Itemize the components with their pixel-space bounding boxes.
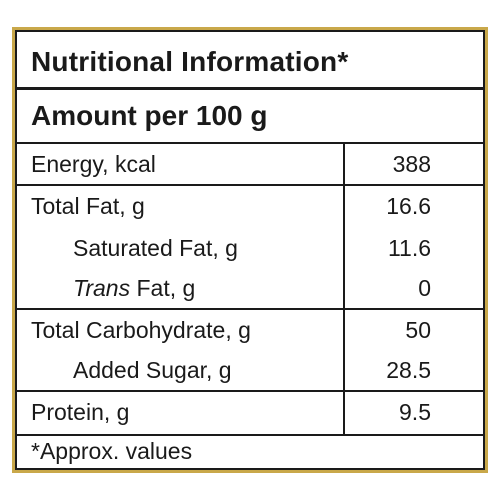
row-value: 11.6	[387, 235, 431, 261]
row-value: 50	[405, 317, 431, 343]
row-value: 388	[392, 151, 431, 177]
column-divider	[343, 144, 345, 434]
amount-per-row: Amount per 100 g	[17, 90, 483, 144]
row-label: Total Fat, g	[31, 193, 145, 219]
amount-per-label: Amount per 100 g	[31, 100, 268, 131]
table-row-protein: Protein, g 9.5	[17, 392, 483, 434]
table-row-trans-fat: Trans Fat, g 0	[17, 268, 483, 310]
trans-label-rest: Fat, g	[130, 275, 196, 301]
table-row-energy: Energy, kcal 388	[17, 144, 483, 186]
row-value: 0	[418, 275, 431, 301]
table-row-total-carbohydrate: Total Carbohydrate, g 50	[17, 310, 483, 352]
row-label: Trans Fat, g	[73, 275, 195, 302]
table-row-saturated-fat: Saturated Fat, g 11.6	[17, 228, 483, 270]
row-value: 9.5	[399, 399, 431, 425]
footnote-row: *Approx. values	[17, 434, 483, 468]
nutrition-panel: Nutritional Information* Amount per 100 …	[15, 30, 485, 470]
row-value: 16.6	[386, 193, 431, 219]
row-label: Total Carbohydrate, g	[31, 317, 251, 343]
row-label: Protein, g	[31, 399, 130, 425]
row-value: 28.5	[386, 357, 431, 383]
row-label: Saturated Fat, g	[73, 235, 238, 261]
row-label: Added Sugar, g	[73, 357, 232, 383]
table-row-total-fat: Total Fat, g 16.6	[17, 186, 483, 228]
row-label: Energy, kcal	[31, 151, 156, 177]
panel-title-row: Nutritional Information*	[17, 32, 483, 90]
panel-title: Nutritional Information*	[31, 46, 349, 77]
trans-italic-label: Trans	[73, 275, 131, 301]
table-row-added-sugar: Added Sugar, g 28.5	[17, 350, 483, 392]
footnote: *Approx. values	[31, 438, 193, 464]
